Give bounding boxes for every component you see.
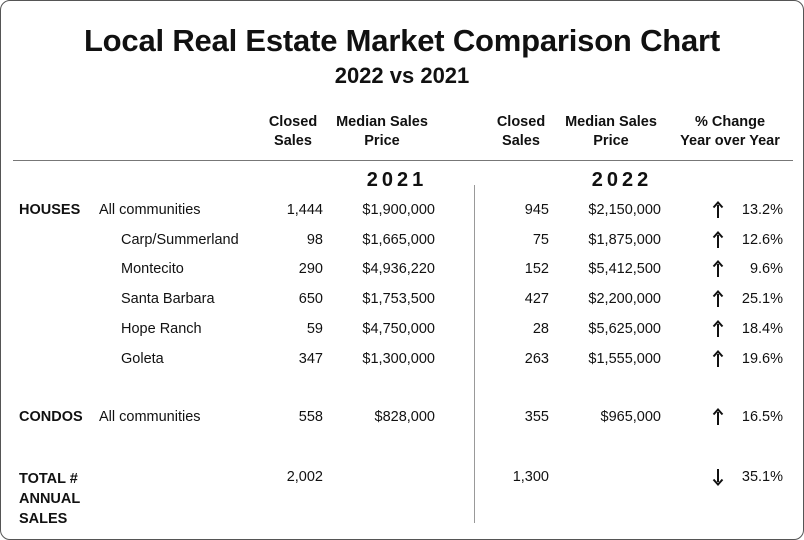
row-area: Goleta (121, 351, 164, 367)
header-line: Median Sales (336, 114, 428, 130)
cell-closed-sales-2021: 347 (298, 351, 323, 367)
cell-median-price-2021: $828,000 (374, 409, 435, 425)
row-category-line: ANNUAL (19, 491, 81, 507)
cell-closed-sales-2021: 290 (298, 261, 323, 277)
cell-closed-sales-2022: 263 (524, 351, 549, 367)
row-area: Montecito (121, 261, 184, 277)
header-line: Sales (274, 133, 312, 149)
row-area: All communities (99, 202, 201, 218)
arrow-up-icon (712, 260, 724, 277)
cell-closed-sales-2022: 152 (524, 261, 549, 277)
chart-subtitle: 2022 vs 2021 (334, 63, 470, 88)
cell-median-price-2022: $965,000 (600, 409, 661, 425)
row-category-line: SALES (19, 511, 68, 527)
header-divider (13, 160, 793, 161)
row-area: Hope Ranch (121, 321, 202, 337)
header-median-price-2022: Median Sales Price (553, 113, 669, 151)
cell-median-price-2021: $1,753,500 (362, 291, 435, 307)
row-area: Carp/Summerland (121, 232, 239, 248)
cell-closed-sales-2022: 945 (524, 202, 549, 218)
cell-median-price-2022: $1,875,000 (588, 232, 661, 248)
header-line: Closed (496, 114, 546, 130)
header-line: Sales (502, 133, 540, 149)
cell-percent-change: 25.1% (741, 291, 783, 307)
header-percent-change: % Change Year over Year (665, 113, 795, 151)
arrow-up-icon (712, 350, 724, 367)
arrow-up-icon (712, 290, 724, 307)
chart-title: Local Real Estate Market Comparison Char… (83, 23, 721, 58)
cell-median-price-2022: $2,200,000 (588, 291, 661, 307)
cell-median-price-2022: $1,555,000 (588, 351, 661, 367)
header-line: Price (364, 133, 400, 149)
year-label-2021: 2021 (366, 169, 428, 191)
header-line: Closed (268, 114, 318, 130)
cell-closed-sales-2022: 75 (532, 232, 549, 248)
arrow-up-icon (712, 201, 724, 218)
cell-closed-sales-2021: 2,002 (286, 469, 323, 485)
cell-median-price-2021: $4,750,000 (362, 321, 435, 337)
header-closed-sales-2021: Closed Sales (253, 113, 333, 151)
cell-median-price-2021: $1,900,000 (362, 202, 435, 218)
cell-percent-change: 35.1% (741, 469, 783, 485)
cell-closed-sales-2021: 558 (298, 409, 323, 425)
cell-median-price-2022: $2,150,000 (588, 202, 661, 218)
row-area: Santa Barbara (121, 291, 215, 307)
cell-closed-sales-2022: 355 (524, 409, 549, 425)
header-line: Median Sales (565, 114, 657, 130)
cell-median-price-2021: $1,665,000 (362, 232, 435, 248)
year-divider (474, 185, 475, 523)
cell-percent-change: 19.6% (741, 351, 783, 367)
header-line: Year over Year (680, 133, 780, 149)
cell-closed-sales-2021: 650 (298, 291, 323, 307)
arrow-up-icon (712, 231, 724, 248)
row-category: HOUSES (19, 202, 81, 218)
year-label-2022: 2022 (591, 169, 653, 191)
header-closed-sales-2022: Closed Sales (481, 113, 561, 151)
arrow-down-icon (712, 469, 724, 486)
cell-median-price-2021: $1,300,000 (362, 351, 435, 367)
cell-percent-change: 13.2% (741, 202, 783, 218)
cell-closed-sales-2021: 98 (306, 232, 323, 248)
cell-percent-change: 18.4% (741, 321, 783, 337)
cell-median-price-2021: $4,936,220 (362, 261, 435, 277)
cell-closed-sales-2022: 28 (532, 321, 549, 337)
cell-percent-change: 12.6% (741, 232, 783, 248)
cell-closed-sales-2021: 1,444 (286, 202, 323, 218)
cell-median-price-2022: $5,625,000 (588, 321, 661, 337)
arrow-up-icon (712, 320, 724, 337)
row-category: CONDOS (19, 409, 83, 425)
cell-closed-sales-2022: 1,300 (512, 469, 549, 485)
cell-median-price-2022: $5,412,500 (588, 261, 661, 277)
arrow-up-icon (712, 408, 724, 425)
row-category: TOTAL # ANNUAL SALES (19, 469, 80, 529)
header-line: Price (593, 133, 629, 149)
header-median-price-2021: Median Sales Price (327, 113, 437, 151)
row-area: All communities (99, 409, 201, 425)
row-category-line: TOTAL # (19, 471, 78, 487)
header-line: % Change (694, 114, 766, 130)
cell-percent-change: 9.6% (749, 261, 783, 277)
cell-percent-change: 16.5% (741, 409, 783, 425)
cell-closed-sales-2021: 59 (306, 321, 323, 337)
cell-closed-sales-2022: 427 (524, 291, 549, 307)
